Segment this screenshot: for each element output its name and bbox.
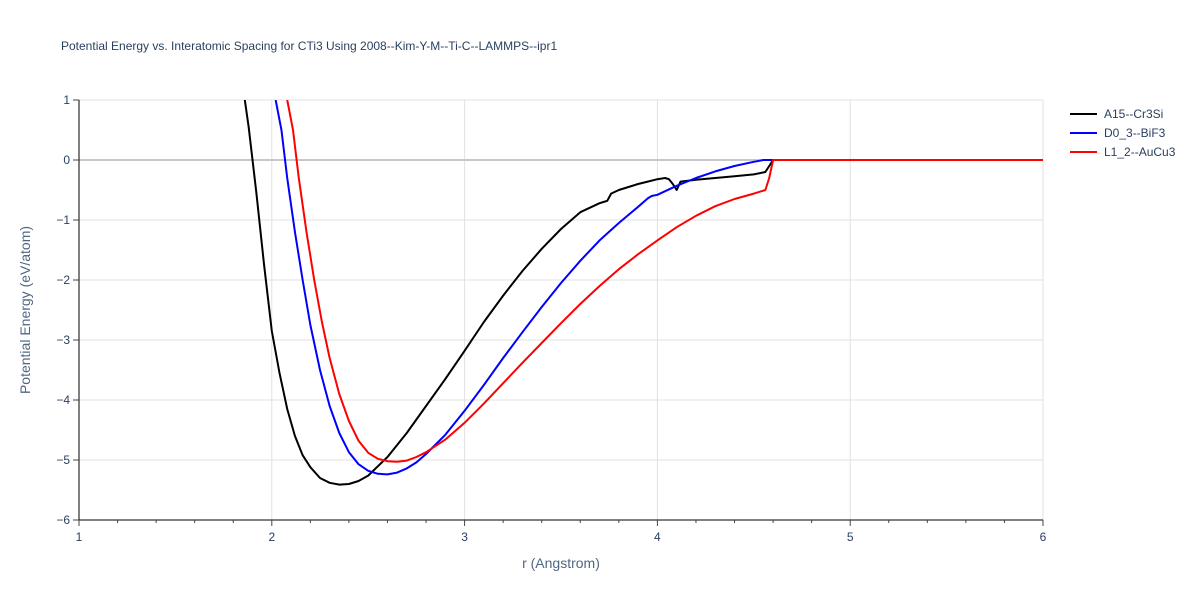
series-line-l1-2-aucu3 xyxy=(286,100,1043,463)
tick-label-layer: 1 2 3 4 5 6 1 0 −1 −2 −3 −4 −5 −6 xyxy=(56,93,1046,544)
x-axis-title: r (Angstrom) xyxy=(522,555,600,571)
y-tick-label: −6 xyxy=(56,513,70,527)
chart-title: Potential Energy vs. Interatomic Spacing… xyxy=(61,39,557,53)
x-tick-label: 3 xyxy=(461,530,468,544)
y-tick-label: −4 xyxy=(56,393,70,407)
y-tick-label: −3 xyxy=(56,333,70,347)
x-tick-label: 1 xyxy=(76,530,83,544)
legend: A15--Cr3Si D0_3--BiF3 L1_2--AuCu3 xyxy=(1070,107,1176,159)
legend-label-l1-2-aucu3: L1_2--AuCu3 xyxy=(1104,145,1176,159)
grid-layer xyxy=(79,99,1044,520)
x-tick-label: 4 xyxy=(654,530,661,544)
series-line-d0-3-bif3 xyxy=(274,100,1043,476)
legend-label-d0-3-bif3: D0_3--BiF3 xyxy=(1104,126,1166,140)
legend-label-a15-cr3si: A15--Cr3Si xyxy=(1104,107,1163,121)
x-tick-label: 2 xyxy=(268,530,275,544)
y-tick-label: 1 xyxy=(63,93,70,107)
axes-layer xyxy=(73,99,1044,526)
y-tick-label: −2 xyxy=(56,273,70,287)
series-line-a15-cr3si xyxy=(243,100,1043,486)
y-tick-label: −1 xyxy=(56,213,70,227)
x-tick-label: 5 xyxy=(847,530,854,544)
x-tick-label: 6 xyxy=(1040,530,1047,544)
y-axis-title: Potential Energy (eV/atom) xyxy=(17,226,33,394)
y-tick-label: 0 xyxy=(63,153,70,167)
series-layer xyxy=(243,100,1043,486)
y-tick-label: −5 xyxy=(56,453,70,467)
